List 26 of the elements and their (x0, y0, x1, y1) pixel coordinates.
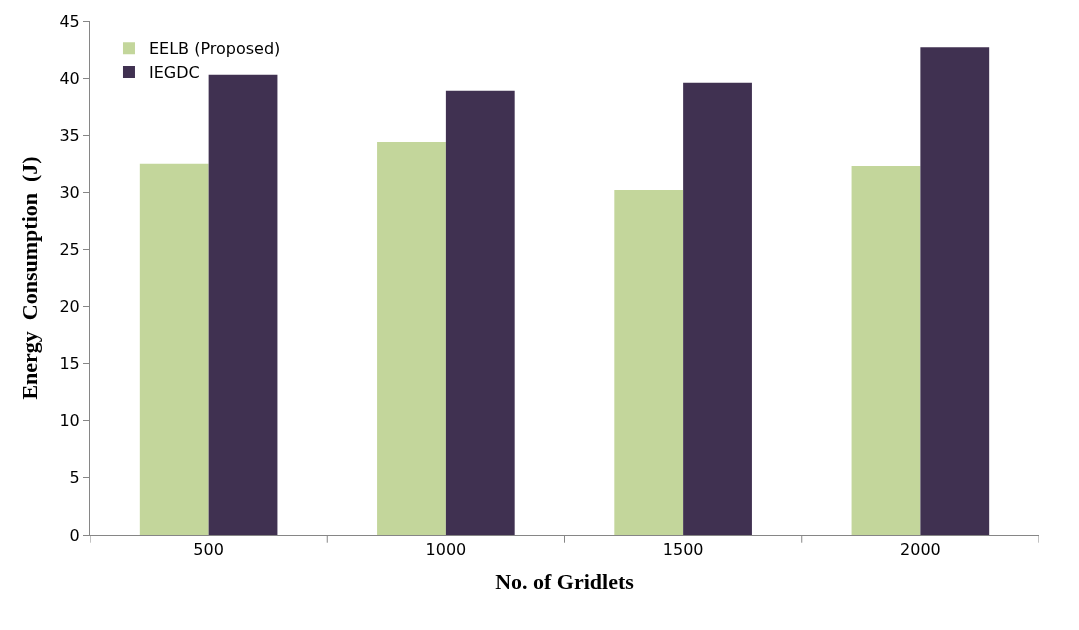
y-tick-label: 10 (59, 411, 80, 431)
x-axis-title: No. of Gridlets (495, 569, 635, 595)
y-tick-label: 15 (59, 354, 80, 374)
y-tick-label: 25 (59, 240, 80, 260)
legend-label: IEGDC (148, 63, 200, 83)
x-tick-label: 1000 (425, 540, 467, 560)
y-tick-label: 30 (59, 182, 80, 202)
y-axis-title: Energy Consumption (J) (17, 156, 43, 400)
y-tick-label: 0 (69, 525, 80, 545)
x-tick-label: 2000 (900, 540, 941, 560)
y-tick-label: 45 (59, 11, 80, 31)
y-tick-label: 5 (69, 468, 80, 488)
bar (377, 142, 446, 535)
bar (208, 74, 278, 535)
legend-label: EELB (Proposed) (148, 39, 281, 59)
x-tick-label: 1500 (662, 540, 704, 560)
bar (683, 82, 752, 535)
bar (445, 90, 515, 535)
bar (614, 190, 684, 535)
y-tick-label: 35 (59, 125, 80, 145)
y-tick-label: 40 (59, 68, 80, 88)
bar (851, 166, 921, 535)
y-tick-label: 20 (59, 297, 80, 317)
bar (139, 163, 209, 535)
bar (920, 47, 990, 535)
x-tick-label: 500 (193, 540, 224, 560)
